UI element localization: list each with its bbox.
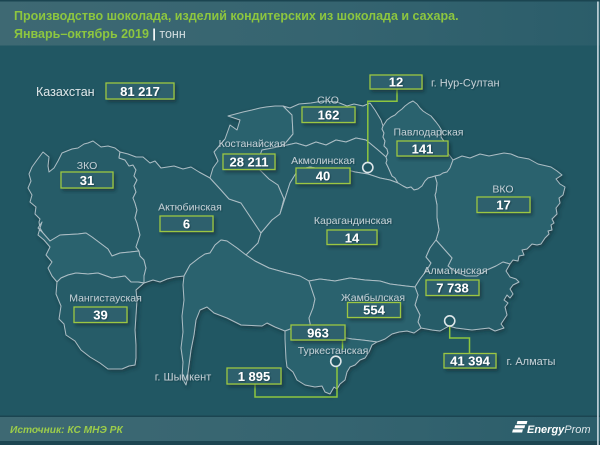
- svg-text:Жамбылская: Жамбылская: [341, 292, 405, 304]
- svg-text:6: 6: [183, 217, 190, 232]
- svg-text:17: 17: [496, 198, 510, 213]
- svg-text:162: 162: [318, 108, 340, 123]
- svg-text:Мангистауская: Мангистауская: [69, 293, 142, 305]
- svg-text:Карагандинская: Карагандинская: [314, 215, 392, 227]
- svg-text:ВКО: ВКО: [492, 184, 513, 196]
- svg-text:554: 554: [363, 303, 385, 318]
- svg-text:Казахстан: Казахстан: [36, 85, 95, 99]
- svg-text:Январь–октябрь 2019 | тонн: Январь–октябрь 2019 | тонн: [14, 27, 186, 41]
- svg-text:EnergyProm: EnergyProm: [527, 424, 591, 436]
- svg-text:7 738: 7 738: [436, 281, 469, 296]
- svg-text:г. Алматы: г. Алматы: [507, 356, 556, 368]
- svg-text:Актюбинская: Актюбинская: [158, 202, 222, 214]
- svg-text:141: 141: [412, 142, 434, 157]
- svg-text:40: 40: [316, 169, 330, 184]
- svg-text:г. Нур-Султан: г. Нур-Султан: [431, 78, 500, 90]
- svg-text:28 211: 28 211: [229, 155, 268, 170]
- svg-text:81 217: 81 217: [120, 84, 160, 99]
- svg-text:Производство шоколада, изделий: Производство шоколада, изделий кондитерс…: [14, 9, 459, 23]
- svg-text:Павлодарская: Павлодарская: [394, 127, 464, 139]
- svg-text:Источник: КС МНЭ РК: Источник: КС МНЭ РК: [10, 425, 123, 436]
- svg-text:963: 963: [307, 326, 329, 341]
- svg-text:1 895: 1 895: [238, 369, 271, 384]
- svg-text:г. Шымкент: г. Шымкент: [155, 372, 212, 384]
- svg-text:31: 31: [80, 173, 94, 188]
- svg-text:39: 39: [93, 308, 107, 323]
- svg-text:СКО: СКО: [317, 95, 339, 107]
- svg-text:Костанайская: Костанайская: [219, 138, 286, 150]
- svg-text:Акмолинская: Акмолинская: [291, 155, 355, 167]
- svg-text:ЗКО: ЗКО: [77, 160, 98, 172]
- svg-text:12: 12: [389, 75, 403, 90]
- svg-text:41 394: 41 394: [450, 354, 491, 369]
- svg-text:Алматинская: Алматинская: [423, 265, 487, 277]
- svg-text:Туркестанская: Туркестанская: [298, 345, 369, 357]
- svg-text:14: 14: [345, 231, 360, 246]
